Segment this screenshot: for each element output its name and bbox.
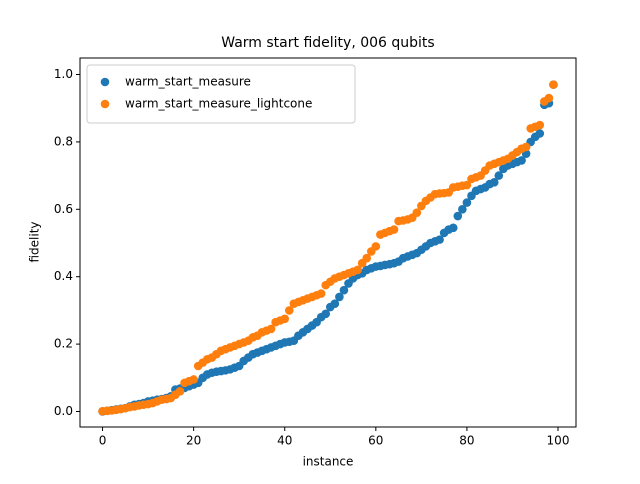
legend-label: warm_start_measure_lightcone — [125, 97, 312, 111]
point — [412, 208, 422, 217]
legend-marker — [100, 99, 110, 109]
point — [321, 309, 331, 319]
point — [453, 211, 463, 221]
point — [517, 156, 526, 165]
point — [549, 80, 558, 89]
point — [266, 324, 276, 334]
x-tick-label: 80 — [459, 434, 474, 448]
y-tick-label: 0.4 — [54, 269, 73, 283]
y-tick-label: 0.6 — [54, 202, 73, 216]
point — [284, 306, 294, 315]
chart-title: Warm start fidelity, 006 qubits — [221, 35, 434, 51]
x-axis-label: instance — [303, 455, 354, 469]
point — [458, 205, 467, 214]
y-tick-label: 0.8 — [54, 134, 73, 148]
point — [462, 198, 472, 207]
point — [362, 253, 372, 263]
point — [189, 375, 198, 384]
point — [489, 178, 499, 187]
point — [330, 299, 340, 308]
legend-box — [86, 64, 356, 124]
x-tick-label: 20 — [186, 434, 201, 448]
axes-frame — [79, 57, 577, 428]
legend-marker — [100, 77, 110, 87]
point — [353, 265, 362, 275]
point — [335, 292, 344, 302]
point — [521, 142, 531, 152]
y-tick-label: 0.2 — [54, 337, 73, 351]
point — [316, 289, 326, 298]
point — [435, 235, 444, 244]
x-tick-label: 100 — [547, 434, 570, 448]
x-tick-label: 0 — [99, 434, 107, 448]
y-axis-label: fidelity — [28, 221, 42, 262]
point — [448, 223, 458, 233]
point — [535, 129, 545, 138]
point — [339, 285, 349, 295]
legend-label: warm_start_measure — [125, 75, 251, 89]
y-tick-label: 0.0 — [54, 404, 73, 418]
x-tick-label: 60 — [368, 434, 383, 448]
point — [544, 93, 554, 103]
y-tick-label: 1.0 — [54, 67, 73, 81]
point — [535, 120, 545, 130]
point — [389, 225, 399, 234]
point — [462, 180, 472, 190]
point — [494, 171, 504, 180]
x-tick-label: 40 — [277, 434, 292, 448]
point — [371, 242, 381, 251]
point — [280, 314, 290, 324]
point — [175, 386, 185, 396]
